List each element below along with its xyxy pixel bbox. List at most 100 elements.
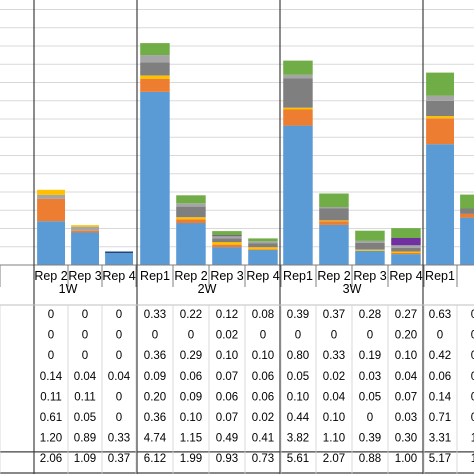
bar-segment <box>319 193 349 207</box>
table-cell: 0.05 <box>359 391 381 403</box>
table-cell: 0.10 <box>180 412 202 424</box>
table-cell: 0.44 <box>287 412 310 424</box>
table-cell: 0 <box>116 330 122 342</box>
bar-segment <box>212 247 242 265</box>
bar-segment <box>355 249 385 251</box>
bar-segment <box>319 221 349 225</box>
bar-segment <box>283 109 313 126</box>
bar-segment <box>391 247 421 252</box>
table-cell: 0 <box>48 309 54 321</box>
table-cell: 0.39 <box>287 309 309 321</box>
table-cell: 0.04 <box>74 371 97 383</box>
table-cell: 1.99 <box>180 453 202 465</box>
bar-segment <box>71 225 99 227</box>
bar-segment <box>426 72 454 96</box>
table-cell: 0.33 <box>144 309 166 321</box>
bar-segment <box>426 118 454 145</box>
bar-segment <box>212 235 242 237</box>
table-cell: 0 <box>48 330 54 342</box>
bar-segment <box>426 100 454 117</box>
bar-segment <box>319 220 349 222</box>
bar-segment <box>283 125 313 265</box>
bar-segment <box>283 107 313 110</box>
table-cell: 0.20 <box>395 330 417 342</box>
bar-segment <box>105 251 133 253</box>
category-tick-label: Rep 3 <box>353 269 386 283</box>
table-cell: 0.05 <box>74 412 96 424</box>
category-tick-label: Rep 4 <box>102 269 135 283</box>
bar-segment <box>391 253 421 255</box>
bar-segment <box>248 249 278 251</box>
bar-segment <box>140 75 170 79</box>
table-cell: 0.03 <box>395 412 417 424</box>
table-cell: 0.02 <box>252 412 274 424</box>
table-cell: 0.19 <box>359 350 381 362</box>
table-cell: 0 <box>188 330 194 342</box>
table-cell: 3.31 <box>429 433 451 445</box>
table-cell: 0.11 <box>74 391 96 403</box>
table-cell: 0.09 <box>180 391 202 403</box>
category-tick-label: Rep 2 <box>34 269 67 283</box>
table-cell: 0 <box>82 350 88 362</box>
table-cell: 0.88 <box>359 453 381 465</box>
bar-segment <box>176 195 206 204</box>
table-cell: 0.06 <box>252 391 274 403</box>
table-cell: 0 <box>260 330 266 342</box>
table-cell: 0.42 <box>429 350 451 362</box>
table-cell: 1.15 <box>180 433 202 445</box>
group-label: 3W <box>343 282 362 296</box>
table-cell: 1.00 <box>395 453 417 465</box>
table-cell: 0.06 <box>252 371 274 383</box>
bar-segment <box>319 208 349 221</box>
table-cell: 0.36 <box>144 350 166 362</box>
table-cell: 0.07 <box>216 371 238 383</box>
table-cell: 1 <box>471 433 474 445</box>
bar-segment <box>176 219 206 224</box>
table-cell: 0.22 <box>180 309 202 321</box>
bar-segment <box>248 243 278 248</box>
table-cell: 0.02 <box>216 330 238 342</box>
bar-segment <box>37 189 65 195</box>
bar-segment <box>460 208 474 214</box>
category-tick-label: Rep 4 <box>389 269 422 283</box>
table-cell: 0 <box>331 330 337 342</box>
table-cell: 0 <box>471 391 474 403</box>
table-cell: 0.33 <box>108 433 130 445</box>
bar-segment <box>283 78 313 108</box>
category-tick-label: Rep1 <box>425 269 455 283</box>
table-cell: 0 <box>471 371 474 383</box>
bar-segment <box>71 226 99 231</box>
bar-segment <box>37 194 65 199</box>
table-cell: 0.71 <box>429 412 451 424</box>
category-tick-label: Rep 4 <box>246 269 279 283</box>
table-cell: 0 <box>82 330 88 342</box>
bar-segment <box>248 238 278 242</box>
bar-segment <box>212 236 242 239</box>
bar-segment <box>176 223 206 265</box>
bar-segment <box>426 144 454 265</box>
table-cell: 0 <box>367 412 373 424</box>
table-cell: 0.63 <box>429 309 451 321</box>
table-cell: 0.36 <box>144 412 166 424</box>
table-cell: 0.41 <box>252 433 274 445</box>
table-cell: 0.80 <box>287 350 309 362</box>
table-cell: 0.11 <box>40 391 62 403</box>
table-cell: 0.33 <box>323 350 345 362</box>
bar-segment <box>248 241 278 244</box>
bar-segment <box>140 55 170 63</box>
table-cell: 0 <box>471 309 474 321</box>
bar-segment <box>460 194 474 209</box>
table-cell: 0.06 <box>180 371 202 383</box>
category-tick-label: Rep1 <box>283 269 313 283</box>
table-cell: 4.74 <box>144 433 167 445</box>
table-cell: 0.04 <box>323 391 346 403</box>
table-cell: 0.93 <box>216 453 238 465</box>
bar-segment <box>391 245 421 248</box>
bar-segment <box>391 228 421 238</box>
table-cell: 0.10 <box>252 350 274 362</box>
table-cell: 0 <box>471 350 474 362</box>
category-tick-label: Rep 2 <box>317 269 350 283</box>
group-labels: 1W 2W 3W <box>59 282 362 296</box>
table-cell: 0.28 <box>359 309 381 321</box>
